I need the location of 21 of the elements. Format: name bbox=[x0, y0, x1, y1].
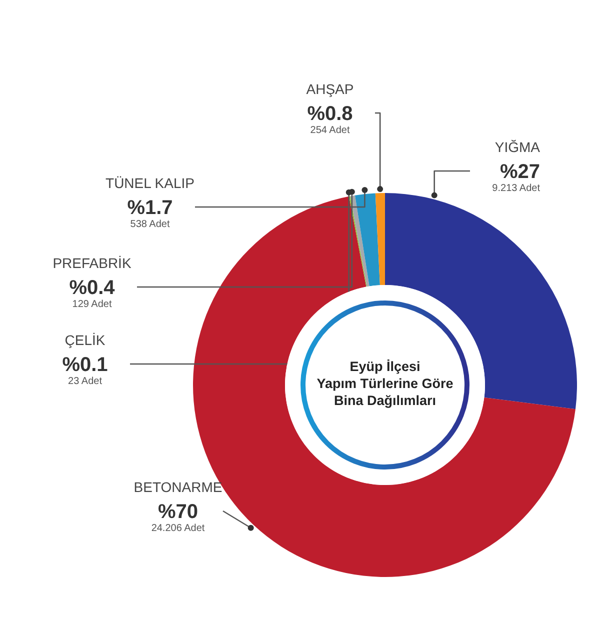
text: 254 Adet bbox=[310, 125, 350, 136]
slice-label: YIĞMA bbox=[494, 139, 541, 155]
data-label: %0.1 bbox=[62, 354, 108, 376]
text: 538 Adet bbox=[130, 219, 170, 230]
donut-slice bbox=[354, 193, 380, 286]
data-label: %1.7 bbox=[127, 197, 173, 219]
slice-label: TÜNEL KALIP bbox=[106, 175, 194, 191]
data-label: %0.8 bbox=[307, 103, 353, 125]
slice-label: PREFABRİK bbox=[52, 255, 132, 271]
text: 129 Adet bbox=[72, 299, 112, 310]
text: Eyüp İlçesi Yapım Türlerine Göre Bina Dağılımları bbox=[316, 359, 454, 408]
slice-label: ÇELİK bbox=[64, 332, 106, 348]
slice-label: AHŞAP bbox=[306, 81, 354, 97]
data-label: %70 bbox=[158, 501, 198, 523]
donut-slice bbox=[375, 193, 385, 286]
slice-label: BETONARME bbox=[134, 479, 222, 495]
data-label: %27 bbox=[500, 161, 540, 183]
data-label: %0.4 bbox=[69, 277, 116, 299]
text: 9.213 Adet bbox=[492, 183, 540, 194]
text: 24.206 Adet bbox=[151, 523, 205, 534]
text: 23 Adet bbox=[68, 376, 102, 387]
